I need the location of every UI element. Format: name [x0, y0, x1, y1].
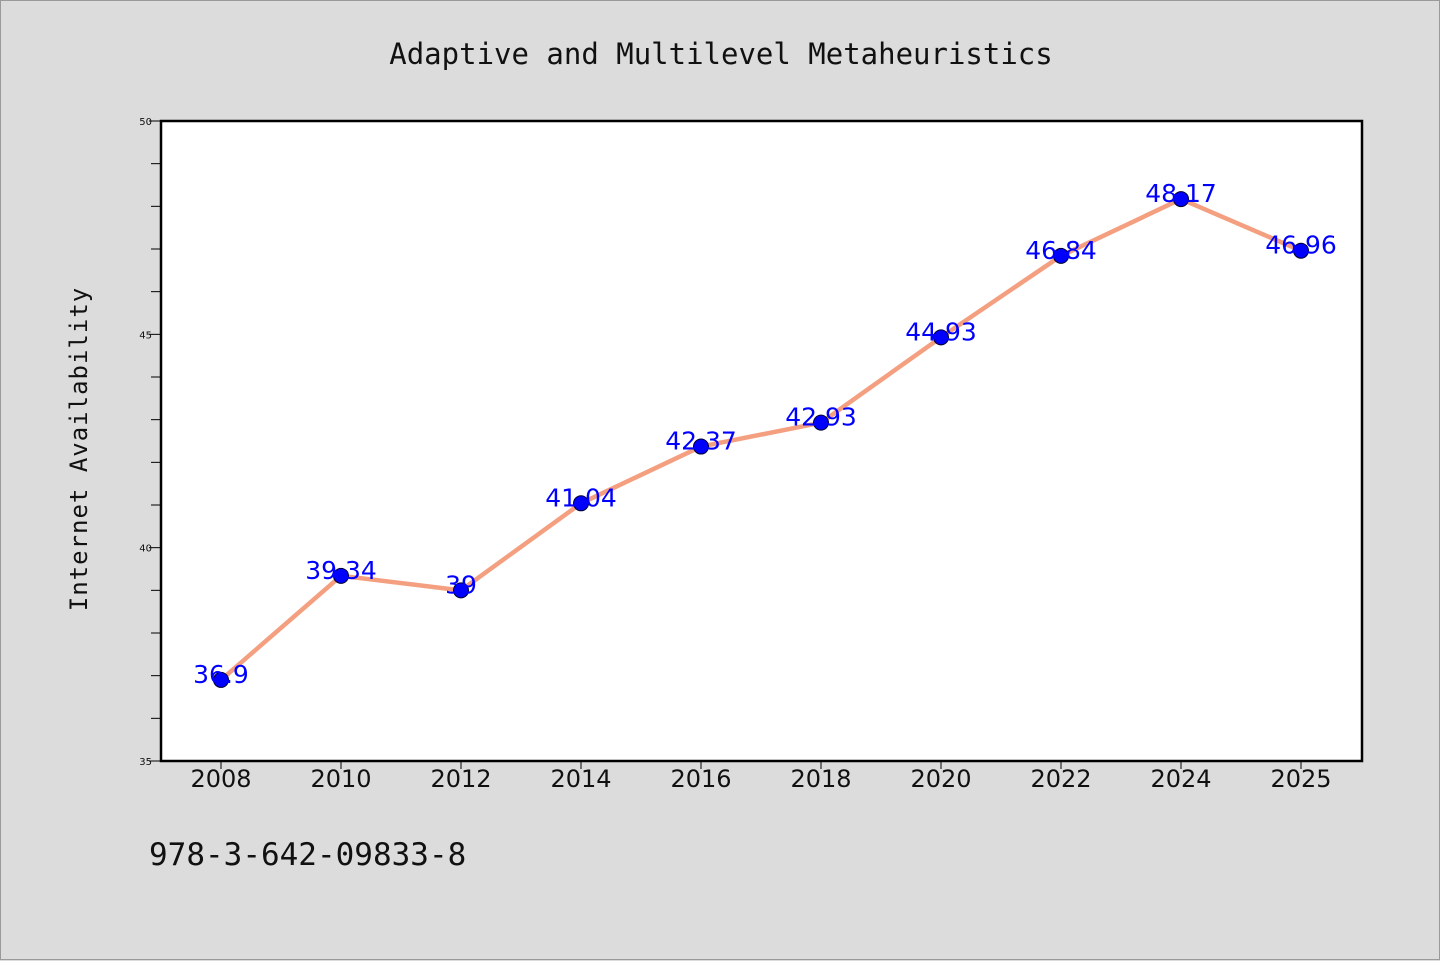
data-point-marker: [933, 329, 949, 346]
data-point-marker: [1293, 242, 1309, 259]
x-tick-label: 2024: [1150, 765, 1211, 793]
data-label-layer: 36.9 39.34 39 41.04 42.37 42.93 44.93 46.84 48.1…: [193, 179, 1337, 689]
chart-title: Adaptive and Multilevel Metaheuristics: [389, 37, 1052, 71]
isbn-footnote: 978-3-642-09833-8: [149, 837, 466, 873]
series-line: [218, 196, 1304, 683]
data-point-marker: [573, 495, 589, 512]
data-label: 39.34: [305, 556, 377, 585]
x-tick-label: 2010: [310, 765, 371, 793]
data-label: 46.84: [1025, 236, 1097, 265]
data-point-marker: [1173, 191, 1189, 208]
data-label: 41.04: [545, 483, 617, 512]
data-label: 48.17: [1145, 179, 1217, 208]
data-label: 46.96: [1265, 231, 1337, 260]
data-point-marker: [333, 567, 349, 584]
x-tick-label: 2012: [430, 765, 491, 793]
y-axis: 35 40 45 50: [139, 117, 161, 768]
y-tick-label: 40: [139, 544, 152, 555]
x-tick-label: 2022: [1030, 765, 1091, 793]
data-point-marker: [1053, 247, 1069, 264]
data-label: 42.93: [785, 403, 857, 432]
data-point-marker: [813, 414, 829, 431]
data-point-marker: [693, 438, 709, 455]
x-tick-label: 2016: [670, 765, 731, 793]
x-axis: 2008 2010 2012 2014 2016 2018 2020 2022 2024 2025: [190, 761, 1332, 793]
data-label: 44.93: [905, 317, 977, 346]
y-axis-label: Internet Availability: [65, 287, 93, 611]
x-tick-label: 2018: [790, 765, 851, 793]
x-tick-label: 2020: [910, 765, 971, 793]
x-tick-label: 2014: [550, 765, 611, 793]
series-layer: [213, 191, 1309, 688]
x-tick-label: 2008: [190, 765, 251, 793]
y-tick-label: 45: [139, 330, 152, 341]
data-point-marker: [453, 582, 469, 599]
y-tick-label: 35: [139, 757, 152, 768]
y-tick-label: 50: [139, 117, 152, 128]
plot-area: [159, 119, 1364, 763]
data-label: 42.37: [665, 427, 737, 456]
data-point-marker: [213, 671, 229, 688]
data-label: 39: [445, 570, 477, 599]
data-label: 36.9: [193, 660, 249, 689]
x-tick-label: 2025: [1270, 765, 1331, 793]
